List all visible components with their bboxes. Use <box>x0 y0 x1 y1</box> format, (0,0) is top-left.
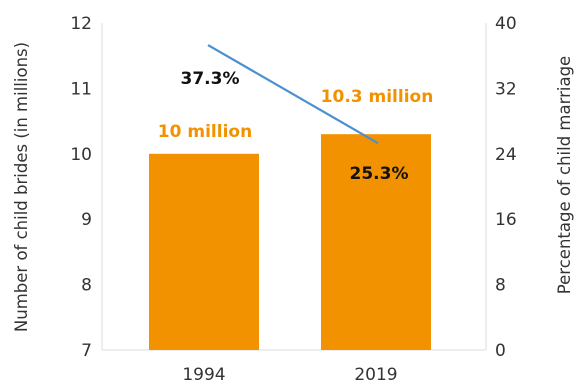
right-tick-label: 32 <box>495 79 517 99</box>
data-labels: 10 million 10.3 million 37.3% 25.3% <box>158 69 434 184</box>
percentage-line-segment <box>207 44 379 145</box>
pct-label-2019: 25.3% <box>350 164 409 184</box>
right-axis-title: Percentage of child marriage <box>555 56 574 294</box>
pct-label-1994: 37.3% <box>181 69 240 89</box>
left-tick-label: 11 <box>70 79 92 99</box>
x-axis-ticks: 1994 2019 <box>182 365 397 385</box>
right-tick-label: 24 <box>495 145 517 165</box>
x-tick-label: 2019 <box>354 365 397 385</box>
right-tick-label: 0 <box>495 341 506 361</box>
left-tick-label: 12 <box>70 14 92 34</box>
right-tick-label: 8 <box>495 276 506 296</box>
percentage-line <box>207 44 379 145</box>
bar-1994 <box>149 153 259 350</box>
bar-label-2019: 10.3 million <box>321 87 434 107</box>
x-tick-label: 1994 <box>182 365 225 385</box>
left-tick-label: 10 <box>70 145 92 165</box>
bar-label-1994: 10 million <box>158 122 252 142</box>
right-tick-label: 40 <box>495 14 517 34</box>
right-axis-ticks: 0 8 16 24 32 40 <box>495 14 517 361</box>
right-tick-label: 16 <box>495 210 517 230</box>
left-tick-label: 8 <box>81 276 92 296</box>
left-tick-label: 9 <box>81 210 92 230</box>
left-axis-ticks: 7 8 9 10 11 12 <box>70 14 92 361</box>
left-axis-title: Number of child brides (in millions) <box>12 42 31 332</box>
left-tick-label: 7 <box>81 341 92 361</box>
bar-2019 <box>321 134 431 350</box>
bars <box>149 134 431 350</box>
